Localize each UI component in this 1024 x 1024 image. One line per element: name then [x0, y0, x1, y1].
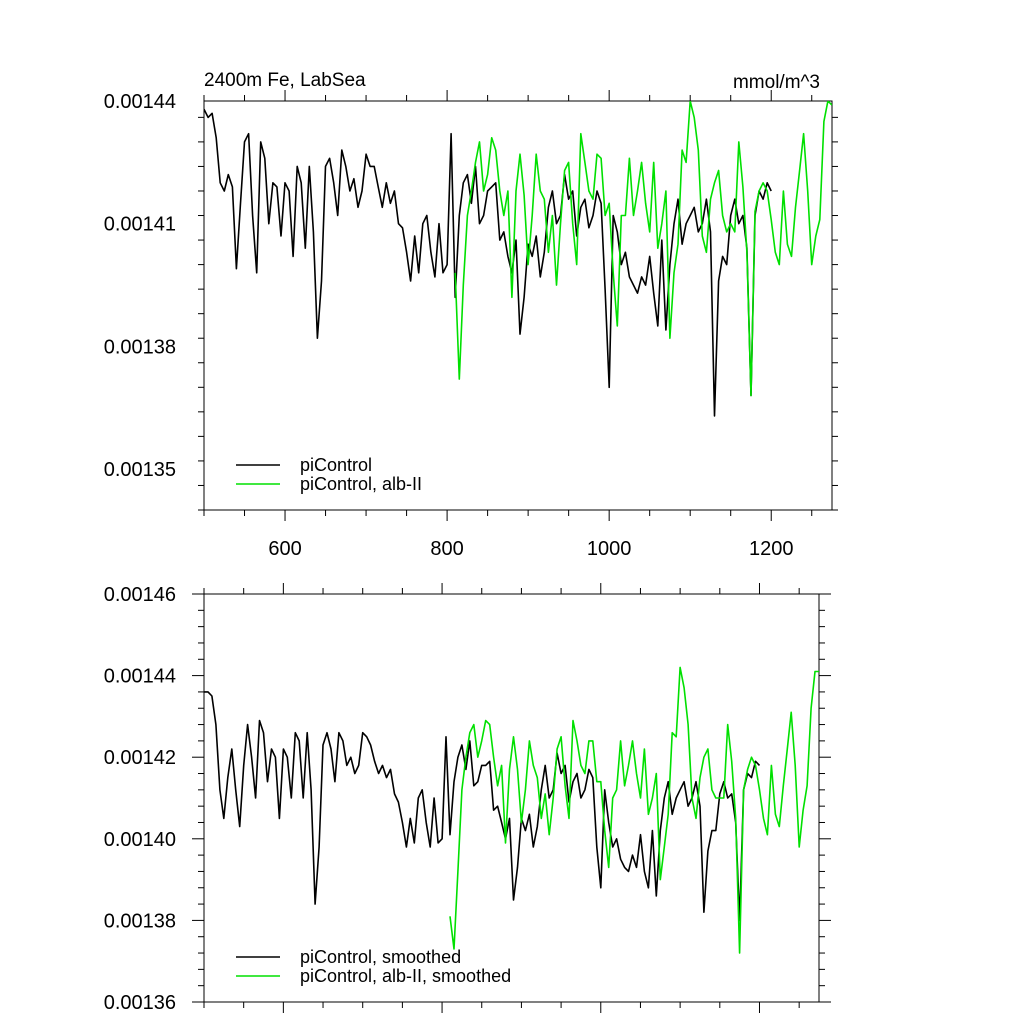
y-tick-label: 0.00146 — [104, 584, 176, 606]
x-tick-label: 600 — [268, 538, 301, 560]
x-tick-label: 1000 — [587, 538, 632, 560]
series-line-picontrol-alb-ii — [454, 101, 832, 397]
legend-label: piControl, alb-II, smoothed — [300, 966, 511, 986]
legend-label: piControl, alb-II — [300, 474, 422, 494]
series-line-picontrol — [204, 108, 772, 417]
top-panel: 600 800 1000 1200 0.00135 0.00138 0.00141 0.001… — [104, 70, 838, 560]
x-tick-label: 1200 — [749, 538, 794, 560]
y-tick-label: 0.00138 — [104, 910, 176, 932]
chart-title: 2400m Fe, LabSea — [204, 70, 366, 91]
y-tick-label: 0.00144 — [104, 666, 176, 688]
plot-frame — [203, 593, 820, 1003]
plot-frame — [203, 100, 833, 511]
series-line-picontrol-alb-ii — [449, 666, 819, 954]
series-line-picontrol — [204, 691, 761, 922]
y-tick-label: 0.00141 — [104, 214, 176, 236]
y-tick-label: 0.00144 — [104, 91, 176, 113]
legend-label: piControl, smoothed — [300, 947, 461, 967]
y-tick-label: 0.00135 — [104, 459, 176, 481]
y-tick-label: 0.00142 — [104, 747, 176, 769]
legend-label: piControl — [300, 455, 372, 475]
bottom-panel: 0.00136 0.00138 0.00140 0.00142 0.00144 0.001… — [104, 583, 831, 1014]
x-tick-label: 800 — [430, 538, 463, 560]
y-tick-label: 0.00138 — [104, 336, 176, 358]
units-label: mmol/m^3 — [733, 72, 820, 93]
y-tick-label: 0.00140 — [104, 829, 176, 851]
y-tick-label: 0.00136 — [104, 992, 176, 1014]
